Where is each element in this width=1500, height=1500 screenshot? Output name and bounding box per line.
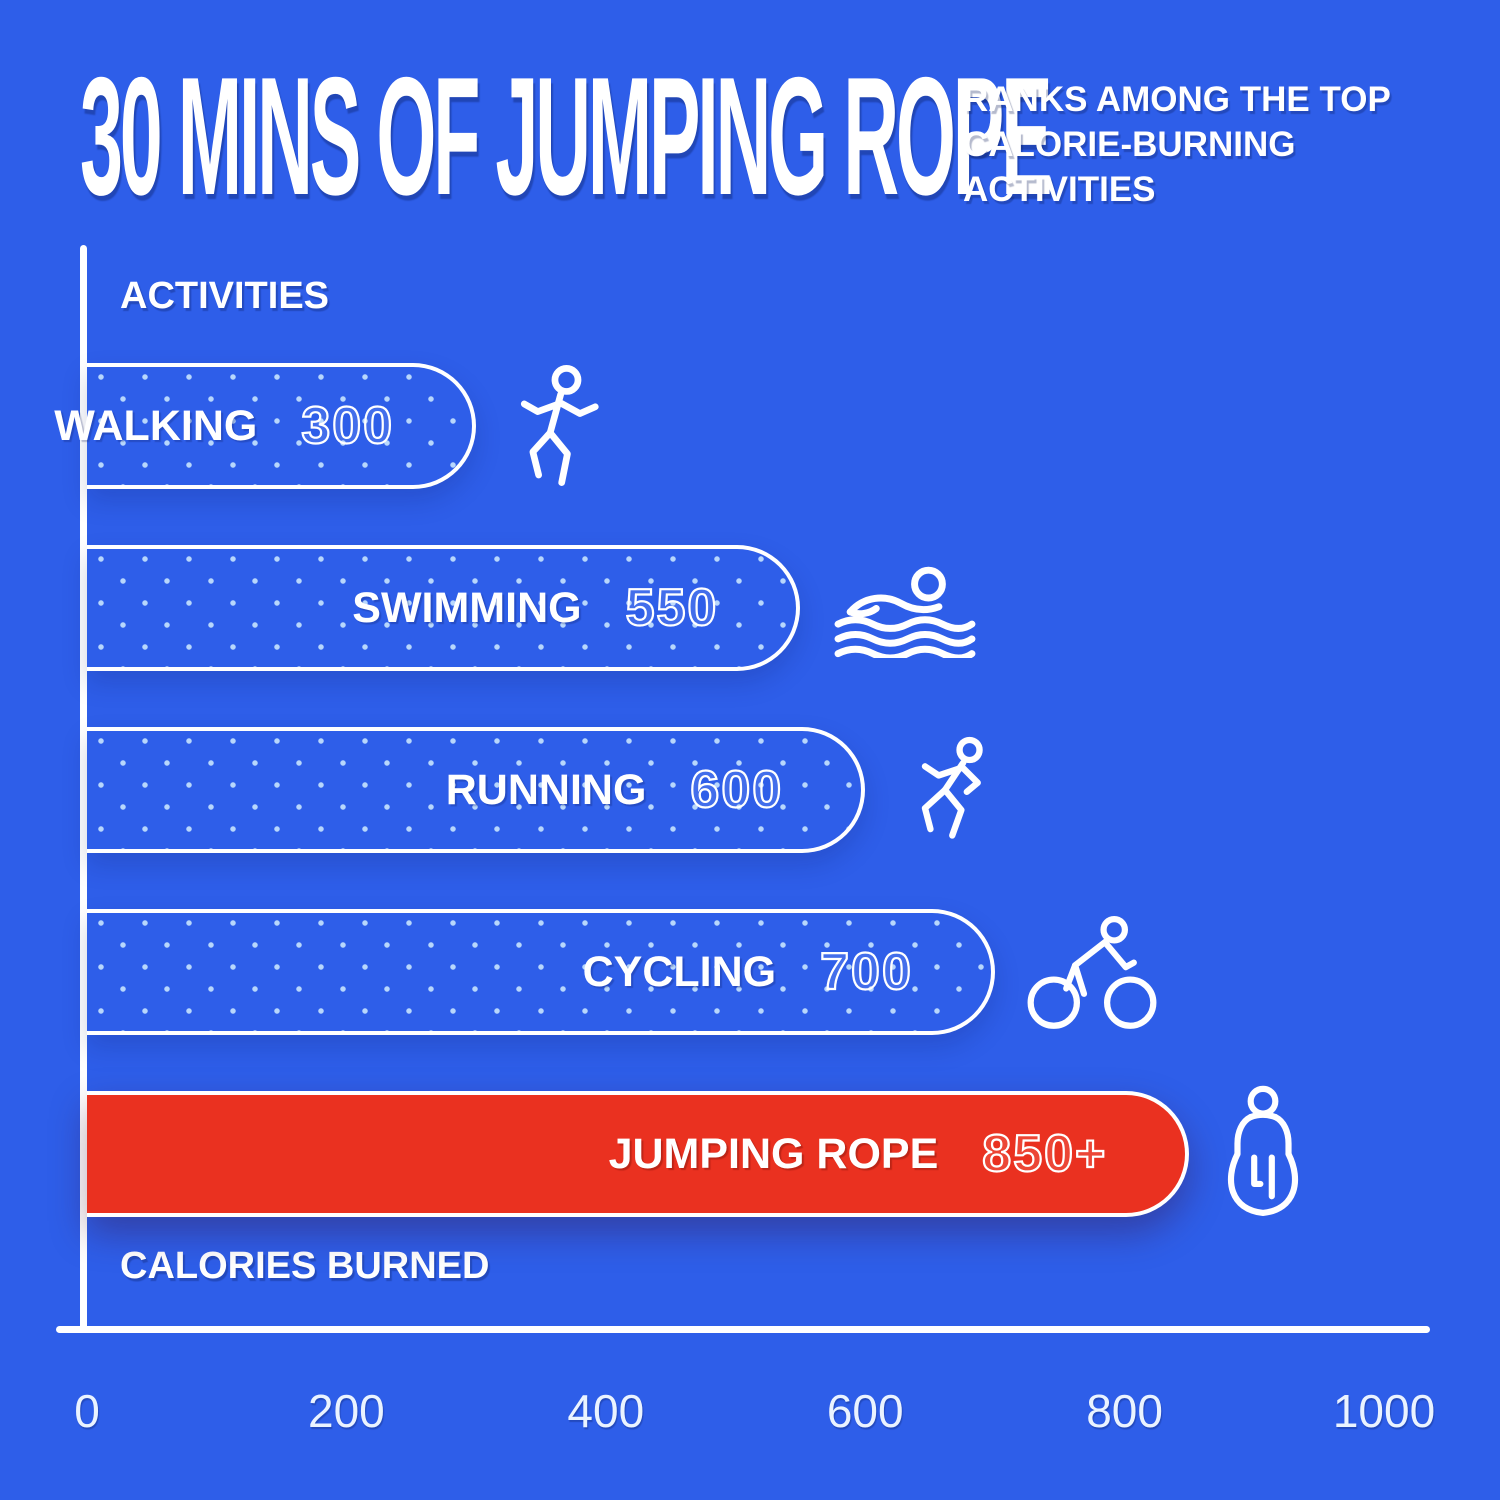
subtitle-line: CALORIE-BURNING	[963, 124, 1296, 164]
x-tick: 1000	[1332, 1385, 1436, 1437]
bar-row-swimming: SWIMMING 550	[87, 545, 1384, 671]
x-tick: 200	[308, 1385, 385, 1437]
subtitle-line: RANKS AMONG THE TOP	[963, 80, 1391, 119]
sprinter-icon	[895, 732, 995, 848]
x-tick: 0	[74, 1385, 100, 1437]
page-subtitle: RANKS AMONG THE TOP CALORIE-BURNING ACTI…	[963, 78, 1433, 212]
x-axis-line	[56, 1326, 1430, 1333]
bar-jumping-rope: JUMPING ROPE 850+	[87, 1091, 1190, 1217]
bar-label: JUMPING ROPE	[608, 1129, 939, 1178]
bar-row-cycling: CYCLING 700	[87, 909, 1384, 1035]
x-axis-ticks: 0 200 400 600 800 1000	[74, 1384, 1435, 1444]
subtitle-line: ACTIVITIES	[963, 169, 1156, 209]
bar-group: WALKING 300 SWIMMING 550	[54, 362, 1384, 1273]
bar-value: 700	[819, 942, 913, 1002]
x-tick: 400	[567, 1385, 645, 1437]
bar-value: 600	[689, 760, 784, 820]
bar-row-walking: WALKING 300	[54, 362, 1384, 490]
swimmer-icon	[830, 558, 980, 658]
bar-row-running: RUNNING 600	[87, 727, 1384, 853]
bar-cycling: CYCLING 700	[87, 909, 995, 1035]
jogging-person-icon	[506, 362, 602, 490]
x-axis-title: CALORIES BURNED	[120, 1245, 490, 1287]
bar-swimming: SWIMMING 550	[87, 545, 801, 671]
bar-running: RUNNING 600	[87, 727, 866, 853]
bar-label: RUNNING	[445, 765, 647, 814]
bar-value: 300	[300, 396, 395, 456]
x-tick: 600	[826, 1385, 904, 1437]
bar-walking: WALKING 300	[54, 363, 477, 489]
jump-rope-person-icon	[1219, 1083, 1307, 1225]
cyclist-icon	[1025, 912, 1159, 1032]
bar-label: CYCLING	[582, 947, 777, 996]
bar-chart: ACTIVITIES CALORIES BURNED WALKING 300	[54, 245, 1430, 1333]
bar-label: SWIMMING	[352, 583, 582, 632]
page-title: 30 MINS OF JUMPING ROPE	[80, 42, 1053, 230]
bar-label: WALKING	[54, 401, 258, 450]
bar-value: 850+	[981, 1124, 1108, 1184]
y-axis-line	[80, 245, 87, 1333]
bar-row-jumping-rope: JUMPING ROPE 850+	[87, 1085, 1384, 1217]
bar-value: 550	[624, 578, 719, 638]
y-axis-title: ACTIVITIES	[120, 275, 330, 317]
x-tick: 800	[1086, 1385, 1163, 1437]
